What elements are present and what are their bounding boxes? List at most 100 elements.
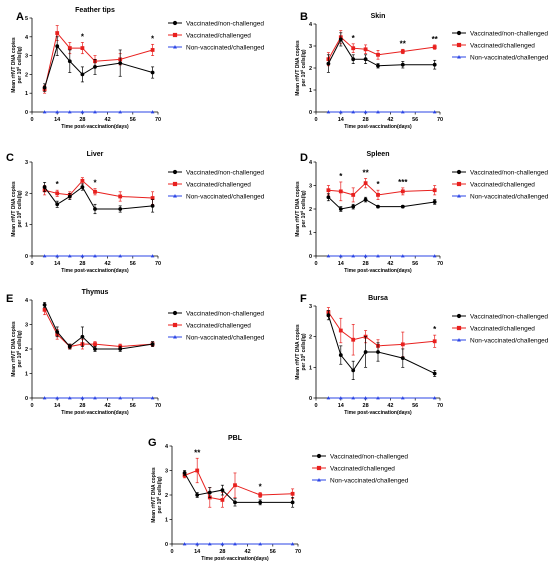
y-tick-label: 5 bbox=[25, 16, 28, 22]
y-tick-label: 0 bbox=[309, 254, 312, 260]
data-point bbox=[55, 110, 60, 114]
data-point bbox=[93, 342, 97, 346]
legend-label: Non-vaccinated/challenged bbox=[186, 193, 265, 200]
series-square bbox=[42, 177, 155, 205]
y-tick-label: 3 bbox=[309, 184, 312, 190]
series-circle bbox=[326, 32, 437, 73]
x-tick-label: 14 bbox=[54, 117, 61, 123]
series-line bbox=[327, 38, 435, 67]
legend: Vaccinated/non-challenged Vaccinated/chal… bbox=[452, 169, 549, 200]
data-point bbox=[55, 31, 60, 35]
y-tick-label: 3 bbox=[25, 323, 28, 329]
data-point bbox=[376, 396, 380, 400]
data-point bbox=[220, 488, 225, 492]
legend-marker bbox=[173, 335, 177, 339]
data-point bbox=[67, 344, 72, 349]
series-line bbox=[44, 186, 153, 210]
x-tick-label: 28 bbox=[79, 117, 85, 123]
legend-label: Non-vaccinated/challenged bbox=[186, 44, 265, 51]
legend-marker bbox=[456, 169, 462, 175]
legend-label: Vaccinated/non-challenged bbox=[330, 453, 408, 460]
panel-e: E Thymus 0 1 2 3 4 0 14 28 42 56 70 Time post-vaccina… bbox=[6, 289, 265, 416]
legend-marker bbox=[172, 20, 178, 26]
data-point bbox=[326, 110, 331, 114]
data-point bbox=[118, 110, 123, 114]
y-tick-label: 2 bbox=[25, 191, 28, 197]
panel-title: Bursa bbox=[368, 295, 388, 302]
data-point bbox=[432, 62, 437, 67]
legend-marker bbox=[172, 169, 178, 175]
series-square bbox=[326, 30, 437, 67]
panel-letter: F bbox=[300, 293, 307, 305]
legend-label: Vaccinated/challenged bbox=[470, 42, 535, 49]
data-point bbox=[363, 47, 368, 52]
legend-marker bbox=[456, 42, 462, 48]
data-point bbox=[118, 61, 123, 66]
legend-marker bbox=[457, 55, 461, 59]
data-point bbox=[233, 483, 237, 488]
data-point bbox=[363, 197, 368, 202]
x-tick-label: 28 bbox=[79, 403, 85, 409]
data-point bbox=[67, 194, 72, 199]
x-tick-label: 70 bbox=[437, 403, 443, 409]
data-point bbox=[363, 254, 368, 258]
data-point bbox=[233, 500, 237, 505]
y-tick-label: 2 bbox=[309, 335, 312, 341]
y-tick-label: 1 bbox=[309, 88, 312, 94]
series-line bbox=[44, 304, 153, 350]
significance-label: ** bbox=[400, 39, 407, 48]
data-point bbox=[195, 493, 200, 497]
data-point bbox=[93, 347, 97, 351]
x-tick-label: 0 bbox=[30, 117, 33, 123]
data-point bbox=[182, 542, 187, 546]
x-axis-label: Time post-vaccination(days) bbox=[201, 556, 269, 562]
data-point bbox=[258, 500, 263, 505]
panel-title: Feather tips bbox=[75, 7, 115, 14]
data-point bbox=[351, 193, 356, 197]
data-point bbox=[376, 63, 380, 68]
significance-label: * bbox=[56, 180, 60, 189]
x-tick-label: 42 bbox=[105, 117, 111, 123]
x-tick-label: 0 bbox=[170, 549, 173, 555]
data-point bbox=[118, 207, 123, 211]
panel-a: A Feather tips 0 1 2 3 4 5 0 14 28 42 56 70 Time post-… bbox=[11, 7, 265, 130]
x-tick-label: 0 bbox=[314, 403, 317, 409]
x-tick-label: 56 bbox=[130, 261, 136, 267]
y-tick-label: 3 bbox=[25, 160, 28, 166]
legend: Vaccinated/non-challenged Vaccinated/chal… bbox=[452, 30, 549, 61]
y-tick-label: 3 bbox=[309, 44, 312, 50]
legend-marker bbox=[456, 30, 462, 36]
data-point bbox=[80, 178, 85, 183]
y-tick-label: 4 bbox=[25, 298, 29, 304]
data-point bbox=[67, 46, 72, 50]
x-tick-label: 28 bbox=[219, 549, 225, 555]
data-point bbox=[338, 110, 343, 114]
legend-marker bbox=[456, 181, 462, 187]
x-tick-label: 14 bbox=[54, 261, 61, 267]
panel-letter: E bbox=[6, 293, 13, 305]
data-point bbox=[376, 52, 380, 57]
data-point bbox=[258, 542, 263, 546]
y-axis-label: Mean rHVT DNA copiesper 106 cells(lg) bbox=[295, 324, 307, 380]
significance-label: *** bbox=[398, 178, 408, 187]
x-tick-label: 70 bbox=[295, 549, 301, 555]
y-tick-label: 0 bbox=[25, 110, 28, 116]
legend-marker bbox=[172, 32, 178, 38]
y-tick-label: 1 bbox=[25, 372, 28, 378]
data-point bbox=[326, 195, 331, 200]
series-circle bbox=[326, 310, 437, 380]
data-point bbox=[400, 110, 405, 114]
x-tick-label: 14 bbox=[54, 403, 61, 409]
data-point bbox=[150, 342, 155, 346]
data-point bbox=[220, 542, 225, 546]
data-point bbox=[432, 188, 437, 193]
data-point bbox=[67, 396, 72, 400]
legend-marker bbox=[173, 194, 177, 198]
x-tick-label: 70 bbox=[155, 261, 161, 267]
data-point bbox=[363, 181, 368, 186]
data-point bbox=[55, 396, 60, 400]
series-square bbox=[326, 307, 437, 357]
data-point bbox=[400, 254, 405, 258]
x-tick-label: 28 bbox=[363, 117, 369, 123]
